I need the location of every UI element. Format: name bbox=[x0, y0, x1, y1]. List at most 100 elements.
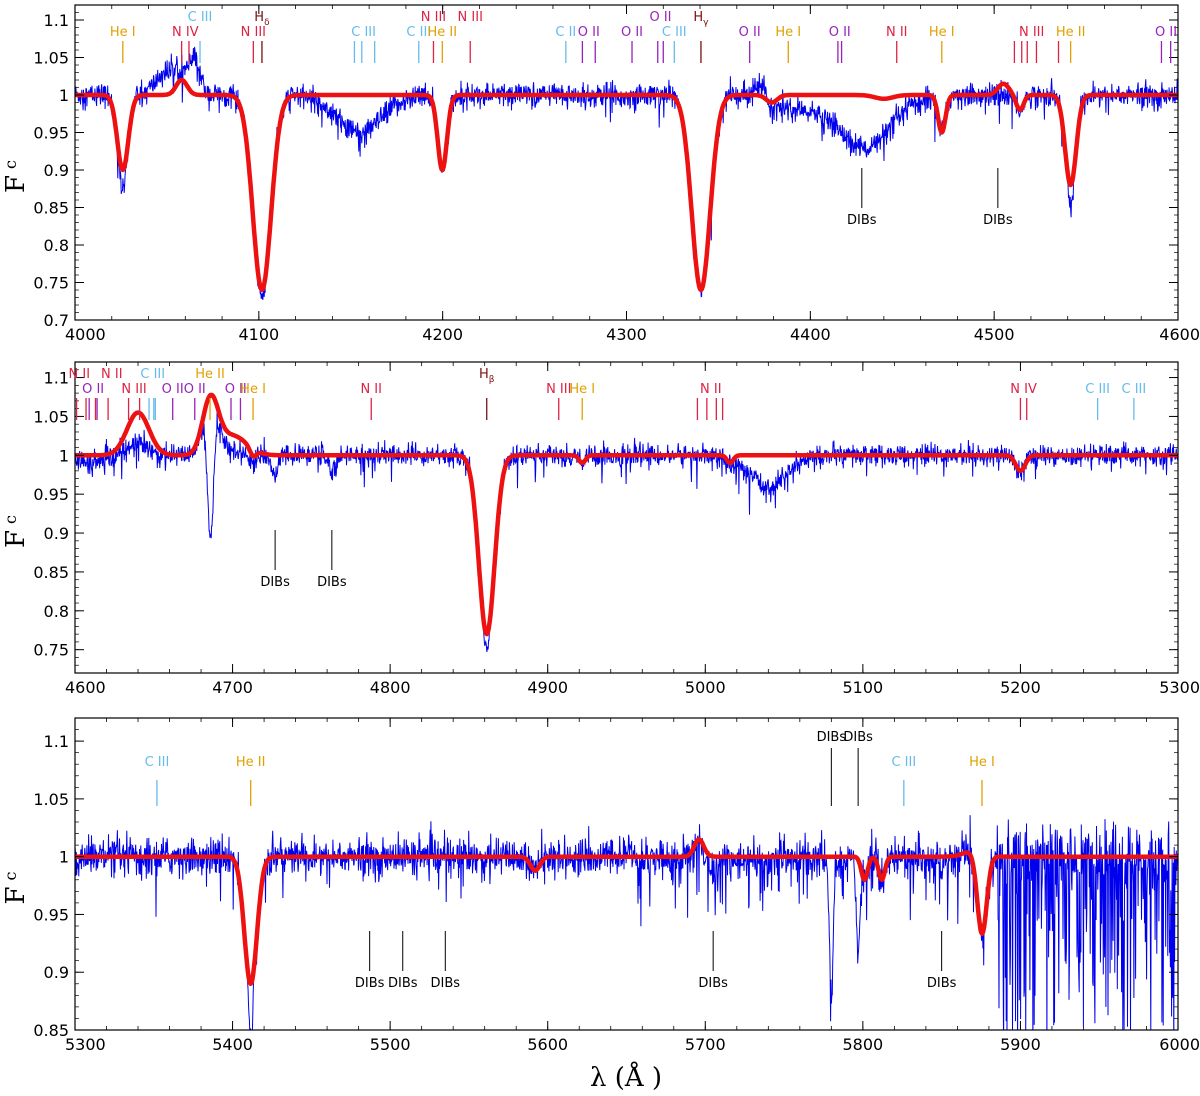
y-axis-label: Fc bbox=[1, 871, 31, 904]
line-id-label: Hγ bbox=[693, 10, 709, 28]
x-tick-label: 6000 bbox=[1159, 1035, 1200, 1054]
line-id-label: N II bbox=[101, 367, 123, 382]
line-id-label: N II bbox=[69, 367, 91, 382]
line-id-n-iii: N III bbox=[458, 10, 483, 63]
line-id-label: O II bbox=[1155, 25, 1177, 40]
line-id-n-ii: N II bbox=[94, 367, 123, 420]
x-tick-label: 4600 bbox=[65, 678, 106, 697]
model-spectrum-line bbox=[75, 392, 1178, 637]
line-id-label: N III bbox=[458, 10, 483, 25]
dib-label: DIBs bbox=[817, 730, 847, 745]
y-tick-label: 0.95 bbox=[33, 905, 69, 924]
line-id-he-ii: He II bbox=[1056, 25, 1085, 63]
line-id-label: He I bbox=[929, 25, 955, 40]
y-axis-label: Fc bbox=[1, 160, 31, 193]
model-spectrum-line bbox=[75, 837, 1178, 987]
line-id-label: N III bbox=[546, 382, 571, 397]
line-id-n-iv: N IV bbox=[1010, 382, 1037, 420]
y-tick-label: 1.05 bbox=[33, 790, 69, 809]
x-tick-label: 4500 bbox=[974, 325, 1015, 344]
line-id-c-iii: C III bbox=[1122, 382, 1146, 420]
line-id-n-iii: N III bbox=[1013, 25, 1060, 63]
line-id-label: O II bbox=[621, 25, 643, 40]
line-id-o-ii: O II bbox=[225, 382, 247, 420]
dib-label: DIBs bbox=[983, 213, 1013, 228]
line-id-label: He II bbox=[428, 25, 458, 40]
line-id-n-iii: N III bbox=[421, 10, 446, 63]
x-tick-label: 4400 bbox=[790, 325, 831, 344]
line-id-he-ii: He II bbox=[428, 25, 458, 63]
line-id-label: N II bbox=[360, 382, 382, 397]
plot-area bbox=[75, 46, 1178, 300]
line-id-o-ii: O II bbox=[649, 10, 672, 63]
line-id-h: Hδ bbox=[254, 10, 270, 63]
dib-marker: DIBs bbox=[927, 931, 957, 991]
plot-area bbox=[75, 392, 1178, 652]
line-id-label: O II bbox=[739, 25, 761, 40]
dib-label: DIBs bbox=[260, 575, 290, 590]
dib-marker: DIBs bbox=[698, 931, 728, 991]
chart-panel-1: 4000 4100 4200 4300 4400 4500 4600 0.7 0.75 0.8 0.… bbox=[1, 4, 1200, 344]
line-id-label: N III bbox=[1019, 25, 1044, 40]
dib-label: DIBs bbox=[317, 575, 347, 590]
y-tick-label: 0.7 bbox=[44, 311, 69, 330]
line-id-c-ii: C II bbox=[555, 25, 576, 63]
line-id-c-iii: C III bbox=[406, 25, 431, 63]
x-tick-label: 4300 bbox=[606, 325, 647, 344]
x-axis-label: λ (Å ) bbox=[590, 1061, 662, 1092]
x-tick-label: 4700 bbox=[212, 678, 253, 697]
y-tick-label: 0.9 bbox=[44, 524, 69, 543]
line-id-h: Hγ bbox=[693, 10, 709, 63]
y-tick-label: 1 bbox=[59, 86, 69, 105]
line-id-label: C III bbox=[1085, 382, 1110, 397]
x-tick-label: 4800 bbox=[370, 678, 411, 697]
y-tick-label: 1.05 bbox=[33, 49, 69, 68]
line-id-o-ii: O II bbox=[1155, 25, 1177, 63]
y-tick-label: 0.9 bbox=[44, 161, 69, 180]
line-id-label: O II bbox=[649, 10, 671, 25]
line-id-label: C III bbox=[188, 10, 213, 25]
x-tick-label: 5000 bbox=[685, 678, 726, 697]
line-id-label: O II bbox=[184, 382, 206, 397]
dib-label: DIBs bbox=[355, 976, 385, 991]
dib-label: DIBs bbox=[843, 730, 873, 745]
x-tick-label: 5400 bbox=[212, 1035, 253, 1054]
line-id-he-i: He I bbox=[569, 382, 595, 420]
plot-frame bbox=[74, 4, 1179, 321]
observed-spectrum-line bbox=[75, 46, 1178, 300]
y-tick-label: 0.95 bbox=[33, 124, 69, 143]
line-id-c-iii: C III bbox=[145, 755, 170, 806]
dib-marker: DIBs bbox=[847, 168, 877, 228]
y-tick-label: 0.85 bbox=[33, 199, 69, 218]
y-tick-label: 1.05 bbox=[33, 407, 69, 426]
line-id-he-ii: He II bbox=[236, 755, 266, 806]
line-id-label: He II bbox=[195, 367, 225, 382]
x-tick-label: 4000 bbox=[65, 325, 106, 344]
x-tick-label: 5100 bbox=[842, 678, 883, 697]
x-tick-label: 4900 bbox=[527, 678, 568, 697]
y-tick-label: 0.95 bbox=[33, 485, 69, 504]
observed-spectrum-line bbox=[75, 410, 1178, 652]
line-id-label: He I bbox=[240, 382, 266, 397]
line-id-c-iii: C III bbox=[351, 25, 376, 63]
line-id-label: O II bbox=[225, 382, 247, 397]
line-id-label: C III bbox=[891, 755, 916, 770]
dib-label: DIBs bbox=[698, 976, 728, 991]
x-tick-label: 5600 bbox=[527, 1035, 568, 1054]
x-tick-label: 5500 bbox=[370, 1035, 411, 1054]
line-id-n-iii: N III bbox=[241, 25, 266, 63]
line-id-label: He I bbox=[110, 25, 136, 40]
line-id-c-iii: C III bbox=[662, 25, 687, 63]
x-tick-label: 5800 bbox=[842, 1035, 883, 1054]
plot-frame bbox=[74, 717, 1179, 1031]
line-id-label: C III bbox=[140, 367, 165, 382]
line-id-n-iii: N III bbox=[121, 382, 147, 420]
dib-marker: DIBs bbox=[317, 530, 347, 590]
y-tick-label: 0.85 bbox=[33, 1021, 69, 1040]
dib-marker: DIBs bbox=[817, 730, 847, 806]
line-id-o-ii: O II bbox=[578, 25, 600, 63]
line-id-n-iv: N IV bbox=[172, 25, 199, 63]
line-id-label: He II bbox=[236, 755, 266, 770]
line-id-label: C III bbox=[145, 755, 170, 770]
line-id-n-ii: N II bbox=[360, 382, 382, 420]
